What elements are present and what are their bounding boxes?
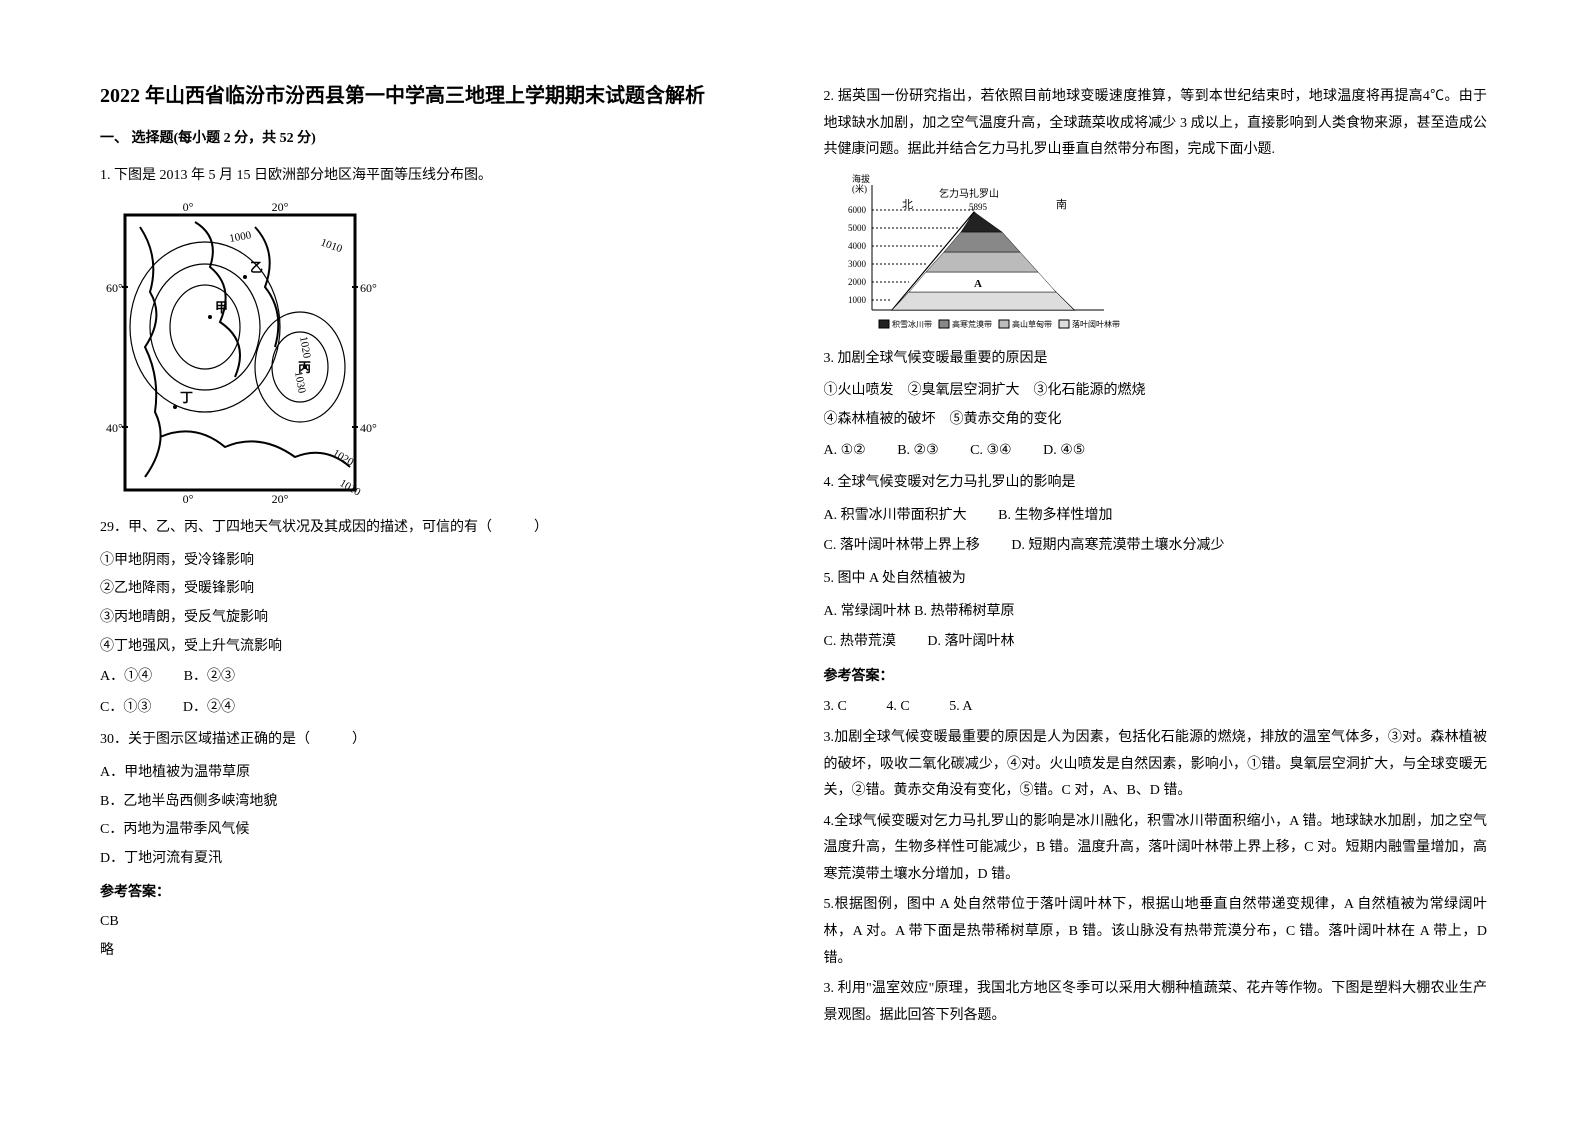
document-title: 2022 年山西省临汾市汾西县第一中学高三地理上学期期末试题含解析 bbox=[100, 80, 764, 112]
isobar-1020b: 1020 bbox=[331, 447, 356, 469]
q30-c: C．丙地为温带季风气候 bbox=[100, 817, 764, 844]
exp4: 4.全球气候变暖对乞力马扎罗山的影响是冰川融化，积雪冰川带面积缩小，A 错。地球… bbox=[824, 809, 1488, 889]
ans5: 5. A bbox=[949, 699, 972, 714]
q3-opts2: ④森林植被的破坏 ⑤黄赤交角的变化 bbox=[824, 407, 1488, 434]
lon-20b: 20° bbox=[272, 492, 289, 506]
q5-c: C. 热带荒漠 bbox=[824, 634, 896, 649]
isobar-1020: 1020 bbox=[297, 336, 313, 360]
isobar-1010: 1010 bbox=[319, 237, 344, 256]
lon-20: 20° bbox=[272, 200, 289, 214]
q5-stem: 5. 图中 A 处自然植被为 bbox=[824, 566, 1488, 593]
isobar-1010b: 1010 bbox=[338, 477, 363, 499]
yt1000: 1000 bbox=[848, 295, 867, 305]
q3-b: B. ②③ bbox=[897, 443, 938, 458]
q2-stem: 2. 据英国一份研究指出，若依照目前地球变暖速度推算，等到本世纪结束时，地球温度… bbox=[824, 84, 1488, 164]
leg4: 落叶阔叶林带 bbox=[1072, 319, 1120, 329]
point-ding: 丁 bbox=[180, 390, 193, 405]
q29-b: B．②③ bbox=[184, 669, 235, 684]
ans4: 4. C bbox=[886, 699, 909, 714]
lat-60l: 60° bbox=[106, 281, 123, 295]
ylabel2: (米) bbox=[852, 183, 867, 194]
right-column: 2. 据英国一份研究指出，若依照目前地球变暖速度推算，等到本世纪结束时，地球温度… bbox=[824, 80, 1488, 1042]
lon-0b: 0° bbox=[183, 492, 194, 506]
q4-stem: 4. 全球气候变暖对乞力马扎罗山的影响是 bbox=[824, 470, 1488, 497]
q30-d: D．丁地河流有夏汛 bbox=[100, 846, 764, 873]
q4-row2: C. 落叶阔叶林带上界上移 D. 短期内高寒荒漠带土壤水分减少 bbox=[824, 533, 1488, 560]
ylabel1: 海拔 bbox=[852, 173, 870, 184]
q1-ref-label: 参考答案： bbox=[100, 880, 764, 907]
q29-c: C．①③ bbox=[100, 700, 151, 715]
q2-answers: 3. C 4. C 5. A bbox=[824, 694, 1488, 721]
q3-d: D. ④⑤ bbox=[1043, 443, 1085, 458]
a-label: A bbox=[974, 278, 982, 290]
q5-row2: C. 热带荒漠 D. 落叶阔叶林 bbox=[824, 629, 1488, 656]
q30-stem: 30．关于图示区域描述正确的是（ ） bbox=[100, 727, 764, 754]
q1-answers: CB bbox=[100, 909, 764, 936]
q5-ab: A. 常绿阔叶林 B. 热带稀树草原 bbox=[824, 604, 1015, 619]
leg1: 积雪冰川带 bbox=[892, 319, 932, 329]
peak-label: 5895 bbox=[969, 202, 988, 212]
mountain-name: 乞力马扎罗山 bbox=[939, 187, 999, 200]
yt2000: 2000 bbox=[848, 277, 867, 287]
q3-a: A. ①② bbox=[824, 443, 866, 458]
q29-choices-ab: A．①④ B．②③ bbox=[100, 664, 764, 691]
q29-d: D．②④ bbox=[183, 700, 235, 715]
q3-opts1: ①火山喷发 ②臭氧层空洞扩大 ③化石能源的燃烧 bbox=[824, 378, 1488, 405]
exp5: 5.根据图例，图中 A 处自然带位于落叶阔叶林下，根据山地垂直自然带递变规律，A… bbox=[824, 892, 1488, 972]
q29-opt4: ④丁地强风，受上升气流影响 bbox=[100, 634, 764, 661]
leg3: 高山草甸带 bbox=[1012, 319, 1052, 329]
q29-choices-cd: C．①③ D．②④ bbox=[100, 695, 764, 722]
lon-0: 0° bbox=[183, 200, 194, 214]
q29-stem: 29．甲、乙、丙、丁四地天气状况及其成因的描述，可信的有（ ） bbox=[100, 515, 764, 542]
lat-40l: 40° bbox=[106, 421, 123, 435]
left-column: 2022 年山西省临汾市汾西县第一中学高三地理上学期期末试题含解析 一、 选择题… bbox=[100, 80, 764, 1042]
point-yi: 乙 bbox=[250, 260, 263, 275]
q30-a: A．甲地植被为温带草原 bbox=[100, 760, 764, 787]
lat-60r: 60° bbox=[360, 281, 377, 295]
exp3: 3.加剧全球气候变暖最重要的原因是人为因素，包括化石能源的燃烧，排放的温室气体多… bbox=[824, 725, 1488, 805]
q4-b: B. 生物多样性增加 bbox=[998, 508, 1112, 523]
q29-opt3: ③丙地晴朗，受反气旋影响 bbox=[100, 605, 764, 632]
q30-b: B．乙地半岛西侧多峡湾地貌 bbox=[100, 789, 764, 816]
q2-ref-label: 参考答案： bbox=[824, 664, 1488, 691]
q5-d: D. 落叶阔叶林 bbox=[927, 634, 1014, 649]
q3-c: C. ③④ bbox=[970, 443, 1011, 458]
q3-stem: 3. 加剧全球气候变暖最重要的原因是 bbox=[824, 346, 1488, 373]
q1-note: 略 bbox=[100, 938, 764, 965]
q3-choices: A. ①② B. ②③ C. ③④ D. ④⑤ bbox=[824, 438, 1488, 465]
point-jia: 甲 bbox=[215, 300, 228, 315]
yt3000: 3000 bbox=[848, 259, 867, 269]
q29-a: A．①④ bbox=[100, 669, 152, 684]
isobar-1000: 1000 bbox=[228, 229, 252, 245]
kilimanjaro-figure: 海拔 (米) 1000 2000 3000 4000 5000 6000 北 南… bbox=[824, 170, 1124, 340]
europe-pressure-map: 0° 20° 0° 20° 60° 60° 40° 40° 100 bbox=[100, 197, 380, 507]
q4-row1: A. 积雪冰川带面积扩大 B. 生物多样性增加 bbox=[824, 503, 1488, 530]
q3set-stem: 3. 利用"温室效应"原理，我国北方地区冬季可以采用大棚种植蔬菜、花卉等作物。下… bbox=[824, 976, 1488, 1029]
section-1-header: 一、 选择题(每小题 2 分，共 52 分) bbox=[100, 126, 764, 153]
yt5000: 5000 bbox=[848, 223, 867, 233]
yt4000: 4000 bbox=[848, 241, 867, 251]
yt6000: 6000 bbox=[848, 205, 867, 215]
ans3: 3. C bbox=[824, 699, 847, 714]
lat-40r: 40° bbox=[360, 421, 377, 435]
q4-c: C. 落叶阔叶林带上界上移 bbox=[824, 538, 980, 553]
south-label: 南 bbox=[1056, 198, 1067, 211]
q4-a: A. 积雪冰川带面积扩大 bbox=[824, 508, 967, 523]
leg2: 高寒荒漠带 bbox=[952, 319, 992, 329]
q1-stem: 1. 下图是 2013 年 5 月 15 日欧洲部分地区海平面等压线分布图。 bbox=[100, 163, 764, 190]
q29-opt1: ①甲地阴雨，受冷锋影响 bbox=[100, 548, 764, 575]
q5-row1: A. 常绿阔叶林 B. 热带稀树草原 bbox=[824, 599, 1488, 626]
north-label: 北 bbox=[902, 198, 913, 211]
q29-opt2: ②乙地降雨，受暖锋影响 bbox=[100, 576, 764, 603]
q4-d: D. 短期内高寒荒漠带土壤水分减少 bbox=[1011, 538, 1224, 553]
